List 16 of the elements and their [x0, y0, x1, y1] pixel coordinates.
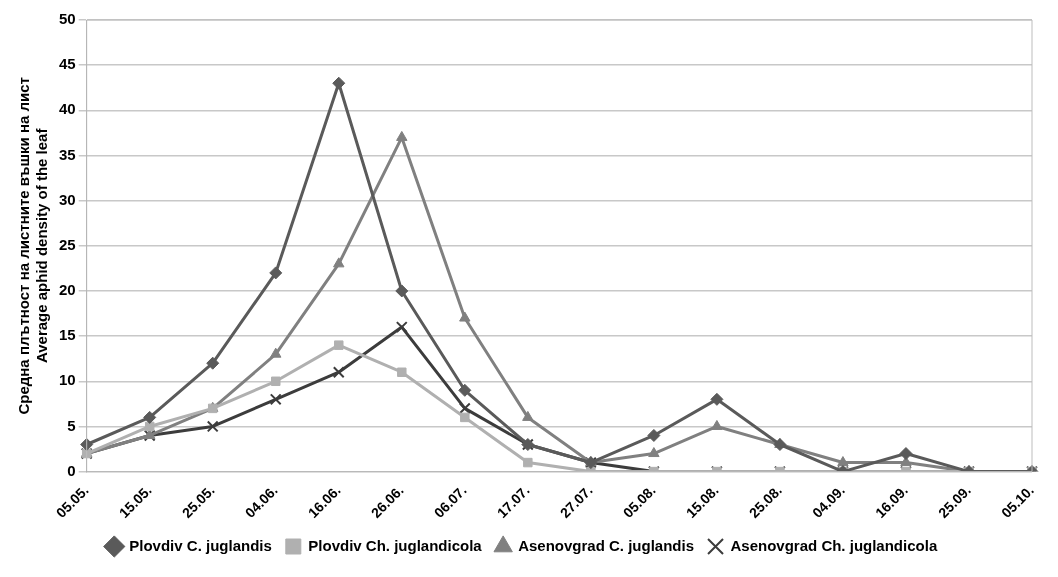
y-axis-title: Средна плътност на листните въшки на лист Average aphid density of the leaf: [15, 77, 51, 415]
y-tick-label: 50: [59, 10, 76, 28]
legend-label: Asenovgrad C. juglandis: [518, 536, 695, 554]
y-tick-label: 15: [59, 326, 76, 344]
y-tick-label: 25: [59, 235, 76, 253]
legend-label: Plovdiv Ch. juglandicola: [308, 536, 483, 554]
y-tick-label: 35: [59, 145, 76, 163]
y-tick-label: 0: [67, 461, 76, 479]
legend-label: Plovdiv C. juglandis: [129, 536, 272, 554]
y-tick-label: 40: [59, 100, 76, 118]
y-tick-label: 45: [59, 55, 76, 73]
y-tick-label: 20: [59, 281, 76, 299]
legend-label: Asenovgrad Ch. juglandicola: [730, 536, 938, 554]
y-tick-label: 5: [67, 416, 76, 434]
y-tick-label: 30: [59, 190, 76, 208]
y-tick-label: 10: [59, 371, 76, 389]
